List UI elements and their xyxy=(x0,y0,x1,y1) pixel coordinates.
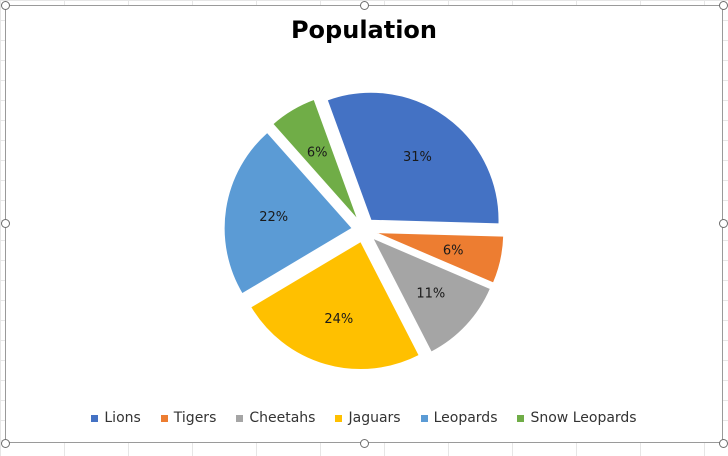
legend-label-leopards: Leopards xyxy=(433,410,498,426)
legend-label-tigers: Tigers xyxy=(173,410,217,426)
resize-handle-bottom-center[interactable] xyxy=(360,439,369,448)
legend-swatch-snow-leopards xyxy=(517,414,525,422)
pie-slice-lions[interactable] xyxy=(326,91,500,225)
data-label-jaguars: 24% xyxy=(324,312,353,327)
data-label-lions: 31% xyxy=(403,150,432,165)
legend-swatch-tigers xyxy=(160,414,168,422)
data-label-cheetahs: 11% xyxy=(416,286,445,301)
pie-slice-cheetahs[interactable] xyxy=(371,237,492,353)
legend-item-tigers[interactable]: Tigers xyxy=(160,410,217,426)
data-label-leopards: 22% xyxy=(259,210,288,225)
resize-handle-bottom-left[interactable] xyxy=(1,439,10,448)
resize-handle-top-center[interactable] xyxy=(360,1,369,10)
legend-swatch-jaguars xyxy=(335,414,343,422)
chart-title[interactable]: Population xyxy=(290,16,438,44)
legend-label-snow-leopards: Snow Leopards xyxy=(530,410,637,426)
data-label-tigers: 6% xyxy=(443,244,464,259)
data-label-snow-leopards: 6% xyxy=(307,146,328,161)
legend-label-lions: Lions xyxy=(104,410,141,426)
legend-item-cheetahs[interactable]: Cheetahs xyxy=(236,410,315,426)
legend-swatch-leopards xyxy=(420,414,428,422)
legend-item-snow-leopards[interactable]: Snow Leopards xyxy=(517,410,637,426)
legend-item-leopards[interactable]: Leopards xyxy=(420,410,498,426)
legend-label-cheetahs: Cheetahs xyxy=(249,410,316,426)
legend-swatch-cheetahs xyxy=(236,414,244,422)
legend-item-lions[interactable]: Lions xyxy=(91,410,141,426)
chart-legend[interactable]: Lions Tigers Cheetahs Jaguars Leopards Snow L… xyxy=(0,410,728,426)
legend-label-jaguars: Jaguars xyxy=(348,410,401,426)
resize-handle-middle-left[interactable] xyxy=(1,219,10,228)
pie-slice-leopards[interactable] xyxy=(223,131,353,295)
pie-slice-snow-leopards[interactable] xyxy=(272,98,359,221)
legend-swatch-lions xyxy=(91,414,99,422)
pie-slice-tigers[interactable] xyxy=(375,232,505,284)
legend-item-jaguars[interactable]: Jaguars xyxy=(335,410,401,426)
pie-slice-jaguars[interactable] xyxy=(250,240,420,370)
resize-handle-top-left[interactable] xyxy=(1,1,10,10)
